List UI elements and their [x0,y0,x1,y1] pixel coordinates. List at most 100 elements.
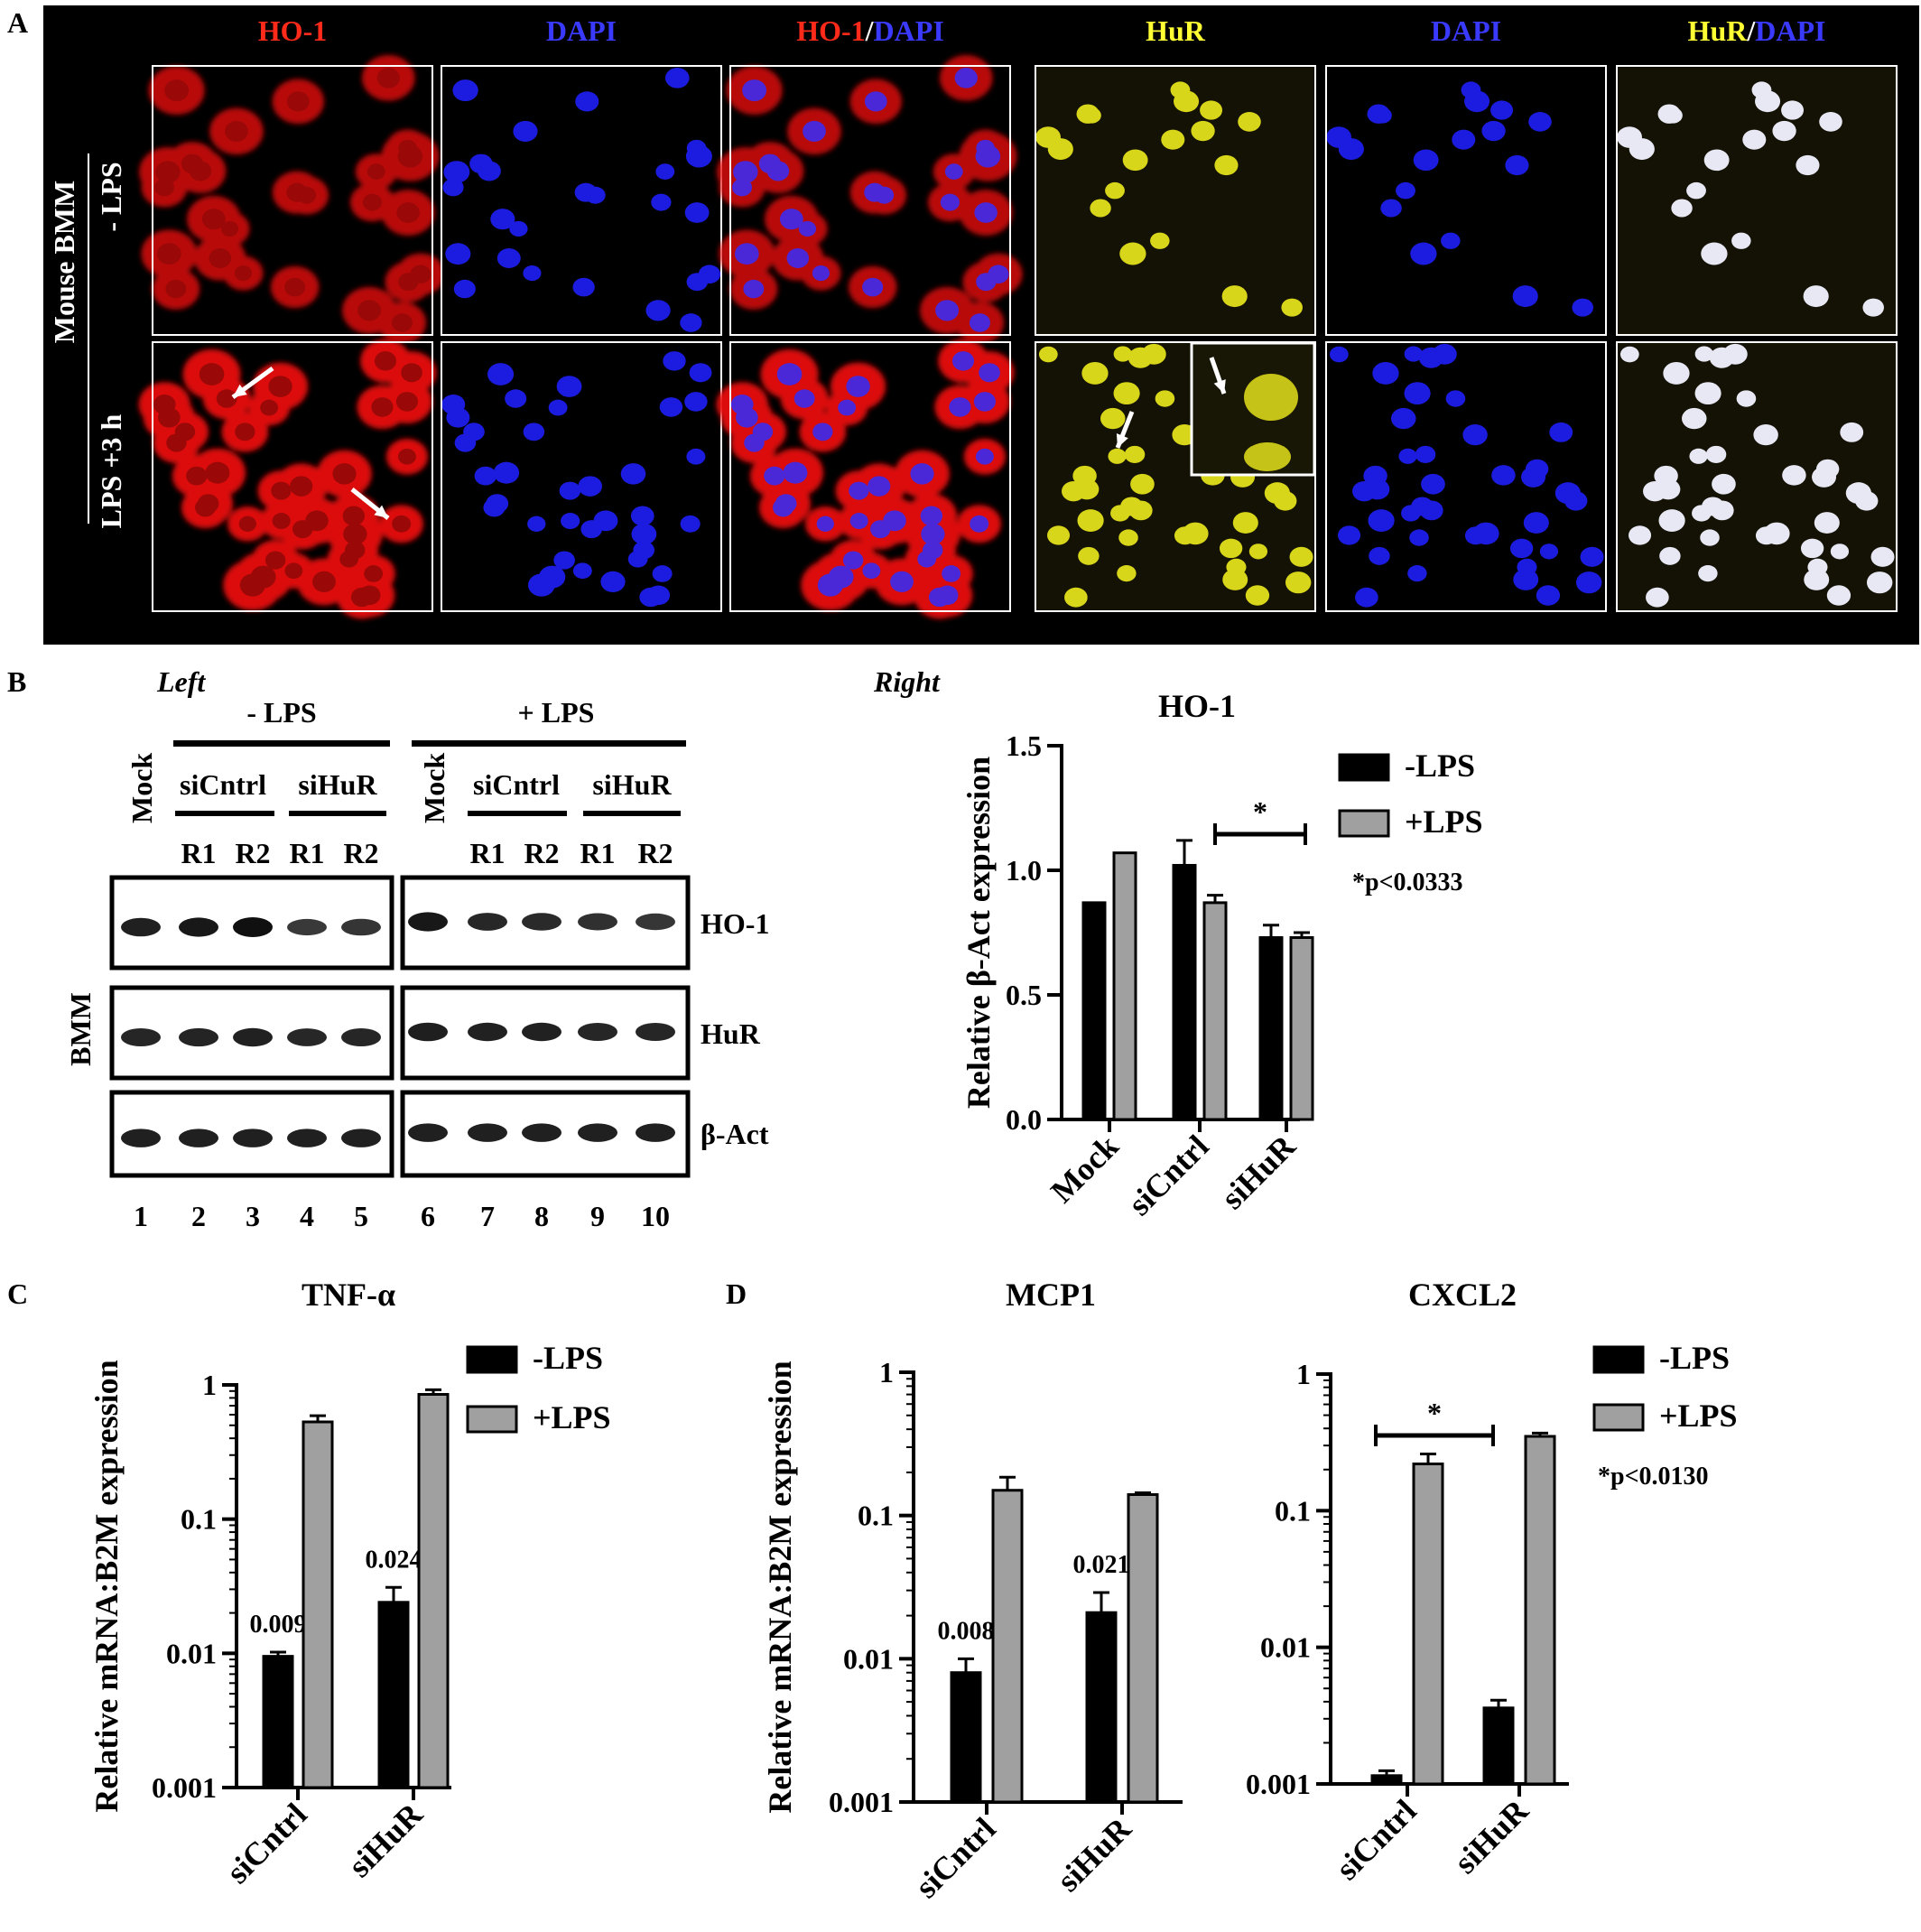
tile-border [441,341,722,612]
lane-number: 10 [641,1200,670,1232]
column-header-2: DAPI [546,14,617,47]
replicate-label: R2 [637,837,673,869]
column-header-part: HO-1 [258,14,327,47]
micrograph-tile-r2-c2 [441,341,722,612]
legend-swatch [1592,1345,1645,1374]
lane-number: 7 [480,1200,495,1232]
lane-number: 1 [134,1200,148,1232]
y-axis-label: Relative mRNA:B2M expression [762,1361,798,1813]
tile-border [1325,341,1607,612]
y-tick-label: 0.001 [1246,1768,1311,1800]
legend-label: +LPS [1405,803,1483,840]
lane-number: 3 [246,1200,260,1232]
annotation-arrow-icon [1115,411,1135,449]
blot-side-label: BMM [64,992,97,1066]
bar-lps-sicntrl [262,1655,294,1789]
y-axis-label: Relative mRNA:B2M expression [88,1360,125,1812]
bar-lps-sicntrl [1370,1774,1403,1786]
micrograph-tile-r1-c6 [1616,65,1898,336]
panel-b-left-title: Left [156,665,206,698]
bar-lps-sicntrl [302,1420,334,1789]
blot-group-minus-lps: - LPS [246,696,316,729]
blot-band [233,1129,273,1147]
replicate-label: R1 [181,837,216,869]
blot-band [179,1027,218,1047]
panel-a-letter: A [7,6,28,39]
tile-border [729,341,1011,612]
underline-sihur-1 [289,811,386,816]
blot-band [179,1129,218,1147]
blot-rows: HO-1 HuR β-Act [109,875,769,1178]
column-header-part: / [1746,14,1756,47]
lane-group-sicntrl-2: siCntrl [473,768,560,801]
legend-swatch [1338,753,1390,782]
column-header-part: DAPI [874,14,944,47]
blot-band [578,913,617,931]
blot-band [522,913,561,931]
legend-swatch [1592,1403,1645,1432]
bar-lps-sihur [1258,936,1284,1121]
bar-lps-sihur [1524,1435,1556,1786]
column-header-1: HO-1 [258,14,327,47]
bar-lps-sicntrl [1412,1463,1444,1786]
bar-lps-sihur [1127,1492,1159,1804]
blot-row-2: HuR [109,985,761,1081]
x-tick-label: siHuR [1050,1810,1138,1899]
replicate-label: R2 [235,837,270,869]
blot-band [578,1123,617,1142]
y-tick-label: 1.0 [1006,854,1042,887]
bar-lps-sicntrl [1172,863,1197,1121]
tile-border [441,65,722,336]
data-label: 0.021 [1073,1551,1130,1579]
column-header-part: DAPI [1755,14,1825,47]
bar-lps-sihur [377,1601,410,1789]
column-header-part: HuR [1688,14,1749,47]
column-header-part: DAPI [1431,14,1501,47]
significance-star: * [1253,795,1267,828]
y-tick-label: 0.1 [858,1500,894,1532]
blot-band [636,1023,675,1041]
row-label-lps-3h: LPS +3 h [95,413,127,528]
bar-lps-sihur [1085,1611,1118,1804]
blot-band [233,917,273,937]
x-tick-label: siCntrl [1329,1792,1424,1887]
x-tick-label: Mock [1044,1128,1125,1209]
tile-border [1616,65,1898,336]
y-tick-label: 0.5 [1006,979,1042,1011]
row-group-label: Mouse BMM [48,181,80,343]
bar-lps-sicntrl [991,1489,1024,1804]
blot-band [121,917,161,937]
bar-lps-mock [1112,851,1137,1121]
blot-band [287,1028,327,1046]
data-label: 0.024 [366,1546,422,1574]
legend-label: -LPS [1659,1340,1730,1376]
x-tick-label: siHuR [1447,1792,1536,1881]
blot-band [287,1129,327,1147]
blot-group-plus-lps: + LPS [518,696,595,729]
column-header-4: HuR [1146,14,1206,47]
y-tick-label: 0.01 [1260,1631,1311,1664]
tile-border [1616,341,1898,612]
panel-c-letter: C [7,1277,28,1310]
blot-band [468,1123,507,1142]
y-tick-label: 0.1 [181,1503,217,1536]
chart-title: HO-1 [1158,688,1236,724]
column-header-5: DAPI [1431,14,1501,47]
bar-lps-sihur [417,1392,450,1789]
significance-note: *p<0.0130 [1598,1463,1709,1491]
blot-band [233,1027,273,1047]
micrograph-tile-r2-c6 [1616,341,1898,612]
blot-band [179,917,218,937]
replicate-label: R2 [524,837,559,869]
panel-a-micrograph-grid [138,55,1898,619]
legend-label: +LPS [1659,1398,1738,1434]
legend-swatch [1338,809,1390,838]
column-header-part: DAPI [546,14,617,47]
legend-label: -LPS [1405,748,1475,784]
bar-lps-sihur [1289,936,1314,1121]
underline-sicntrl-2 [468,811,567,816]
annotation-arrow-icon [1209,357,1227,395]
y-tick-label: 0.01 [843,1642,894,1675]
lane-group-sicntrl-1: siCntrl [180,768,266,801]
